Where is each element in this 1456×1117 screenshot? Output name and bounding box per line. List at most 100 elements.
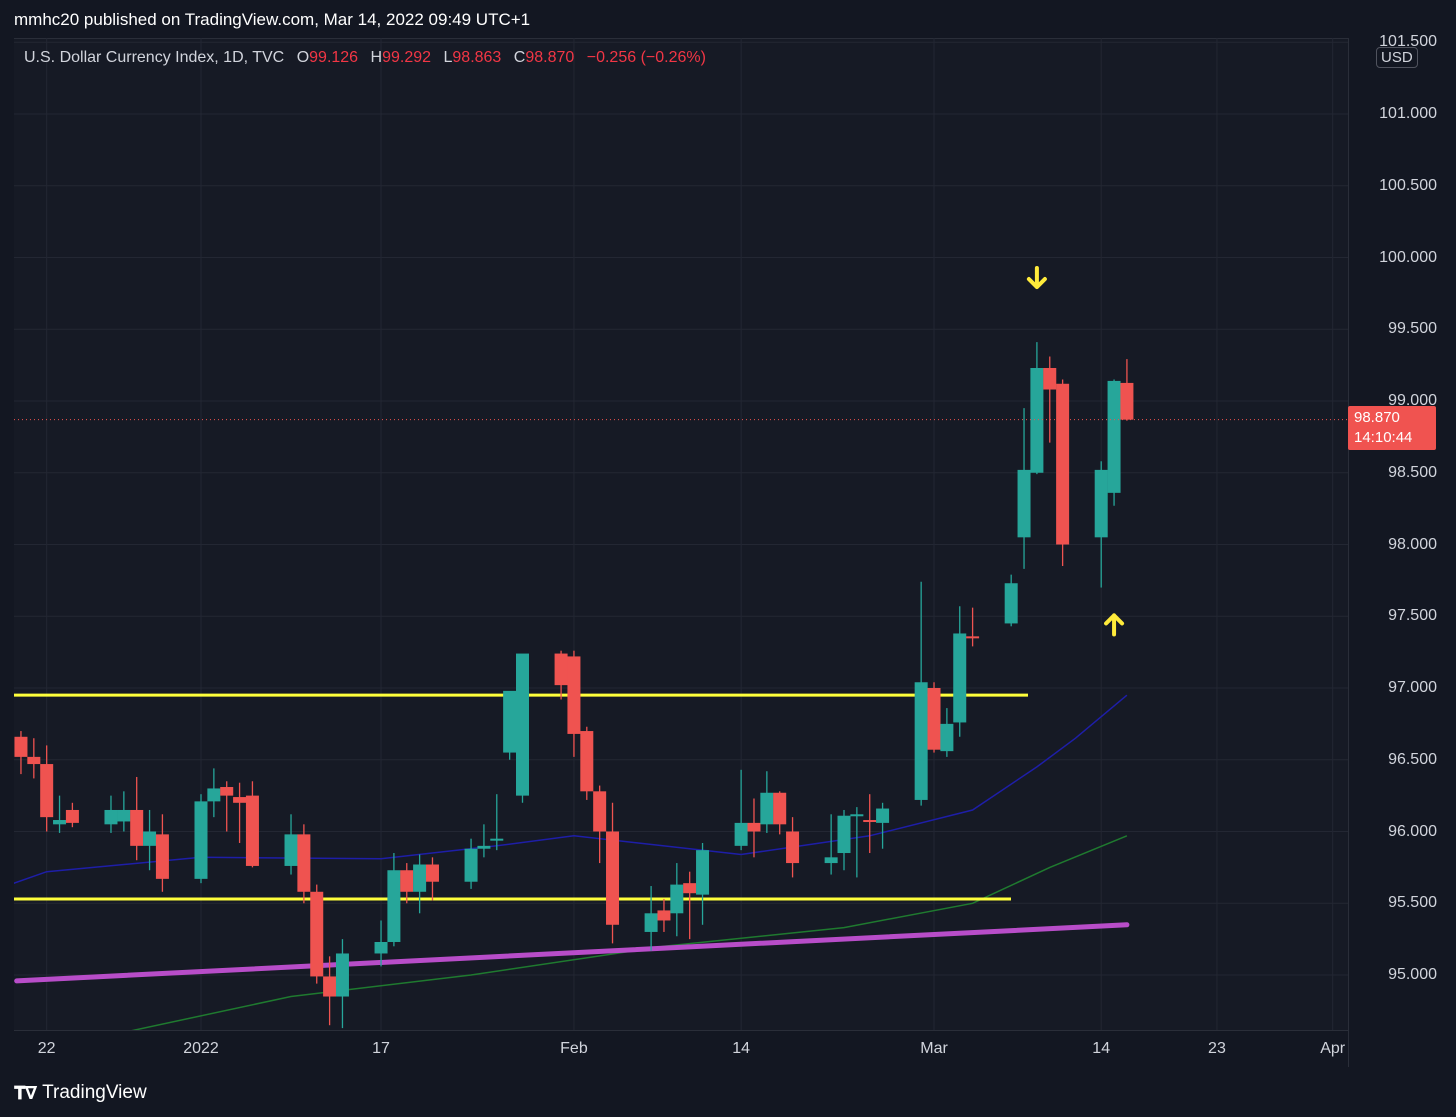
candle-body — [400, 870, 414, 892]
candle-body — [117, 809, 131, 822]
candle-body — [786, 831, 800, 864]
y-tick-label: 95.500 — [1388, 894, 1437, 912]
x-tick-label: 17 — [372, 1040, 390, 1057]
y-tick-label: 96.500 — [1388, 750, 1437, 768]
candle-body — [837, 815, 851, 854]
arrow-stroke — [1104, 613, 1125, 637]
y-tick-label: 101.500 — [1379, 33, 1437, 51]
last-price-label: 98.870 14:10:44 — [1348, 406, 1436, 450]
candle-body — [477, 845, 491, 849]
ma-green-line — [131, 835, 1128, 1030]
candle-body — [155, 834, 169, 879]
candle-body — [670, 884, 684, 914]
candle-body — [284, 834, 298, 866]
y-tick-label: 100.000 — [1379, 248, 1437, 266]
candle-body — [297, 834, 311, 892]
candle-body — [374, 941, 388, 954]
candle-body — [863, 820, 877, 823]
candle-body — [413, 864, 427, 892]
x-tick-label: 14 — [1092, 1040, 1111, 1057]
candle-body — [130, 809, 144, 846]
x-tick-label: Feb — [560, 1040, 588, 1057]
candle-body — [53, 820, 67, 825]
y-tick-label: 97.000 — [1388, 679, 1437, 696]
candle-body — [914, 682, 928, 800]
candle-body — [27, 756, 41, 765]
candle-body — [503, 690, 517, 753]
y-tick-label: 99.000 — [1388, 392, 1437, 409]
candle-body — [876, 808, 890, 823]
low-value: 98.863 — [452, 49, 502, 66]
candle-body — [606, 831, 620, 925]
candle-body — [773, 792, 787, 825]
candle-body — [310, 891, 324, 977]
candle-body — [490, 838, 504, 841]
low-label: L — [443, 49, 453, 66]
candle-body — [734, 822, 748, 846]
y-tick-label: 98.000 — [1388, 535, 1437, 553]
ma-blue-line — [14, 694, 1128, 885]
candle-body — [1017, 469, 1031, 538]
candle-body — [245, 795, 259, 866]
open-value: 99.126 — [309, 49, 359, 66]
candle-body — [1004, 583, 1018, 624]
y-tick-label: 96.000 — [1388, 822, 1437, 840]
candle-body — [554, 653, 568, 686]
candle-body — [207, 788, 221, 802]
candle-body — [567, 656, 581, 734]
x-tick-label: Mar — [920, 1040, 948, 1057]
arrow-stroke — [1026, 266, 1047, 290]
x-tick-label: 23 — [1208, 1040, 1226, 1057]
candle-body — [850, 814, 864, 817]
high-label: H — [370, 49, 383, 66]
candle-body — [323, 976, 337, 997]
candle-body — [824, 857, 838, 864]
y-tick-label: 95.000 — [1388, 966, 1437, 983]
y-tick-label: 97.500 — [1388, 607, 1437, 625]
candle-body — [747, 822, 761, 832]
y-tick-label: 100.500 — [1379, 176, 1437, 194]
candle-body — [683, 883, 697, 894]
candle-body — [1094, 469, 1108, 538]
candle-body — [760, 792, 774, 825]
high-value: 99.292 — [382, 49, 432, 66]
y-tick-label: 98.500 — [1388, 463, 1437, 481]
candle-body — [14, 736, 28, 757]
candle-body — [335, 953, 349, 997]
candle-body — [425, 864, 439, 882]
candle-body — [657, 910, 671, 921]
candle-body — [516, 653, 529, 796]
arrow-down-icon — [1026, 266, 1047, 290]
price-axis[interactable]: 95.000 95.500 96.000 96.500 97.000 97.500 98.0… — [1348, 33, 1456, 1067]
candle-body — [966, 636, 980, 639]
candle-body — [580, 731, 594, 792]
candle-body — [464, 848, 478, 882]
close-label: C — [513, 49, 526, 66]
candle-body — [40, 764, 54, 818]
currency-badge[interactable]: USD — [1376, 47, 1418, 68]
trendline — [14, 922, 1130, 984]
candle-body — [644, 913, 658, 932]
x-tick-label: 2022 — [183, 1040, 219, 1057]
plot-area — [14, 342, 1134, 1030]
tradingview-logo-icon: 𝐓∇ — [14, 1082, 37, 1103]
candle-body — [220, 787, 234, 796]
close-value: 98.870 — [525, 49, 575, 66]
candle-body — [143, 831, 157, 846]
candle-body — [1107, 380, 1121, 493]
x-tick-label: Apr — [1320, 1040, 1346, 1057]
open-label: O — [296, 49, 310, 66]
tradingview-brand: TradingView — [42, 1082, 147, 1103]
candle-body — [233, 797, 247, 803]
time-axis[interactable] — [14, 1030, 1348, 1068]
candle-body — [940, 723, 954, 752]
y-tick-label: 99.500 — [1388, 320, 1437, 338]
y-tick-label: 101.000 — [1379, 105, 1437, 122]
arrow-up-icon — [1104, 613, 1125, 637]
ohlc-legend: U.S. Dollar Currency Index, 1D, TVC O99.… — [24, 49, 706, 67]
tradingview-footer[interactable]: 𝐓∇ TradingView — [14, 1082, 147, 1104]
chart-frame[interactable] — [14, 38, 1348, 1031]
candle-body — [1056, 383, 1070, 545]
candle-body — [104, 809, 118, 825]
